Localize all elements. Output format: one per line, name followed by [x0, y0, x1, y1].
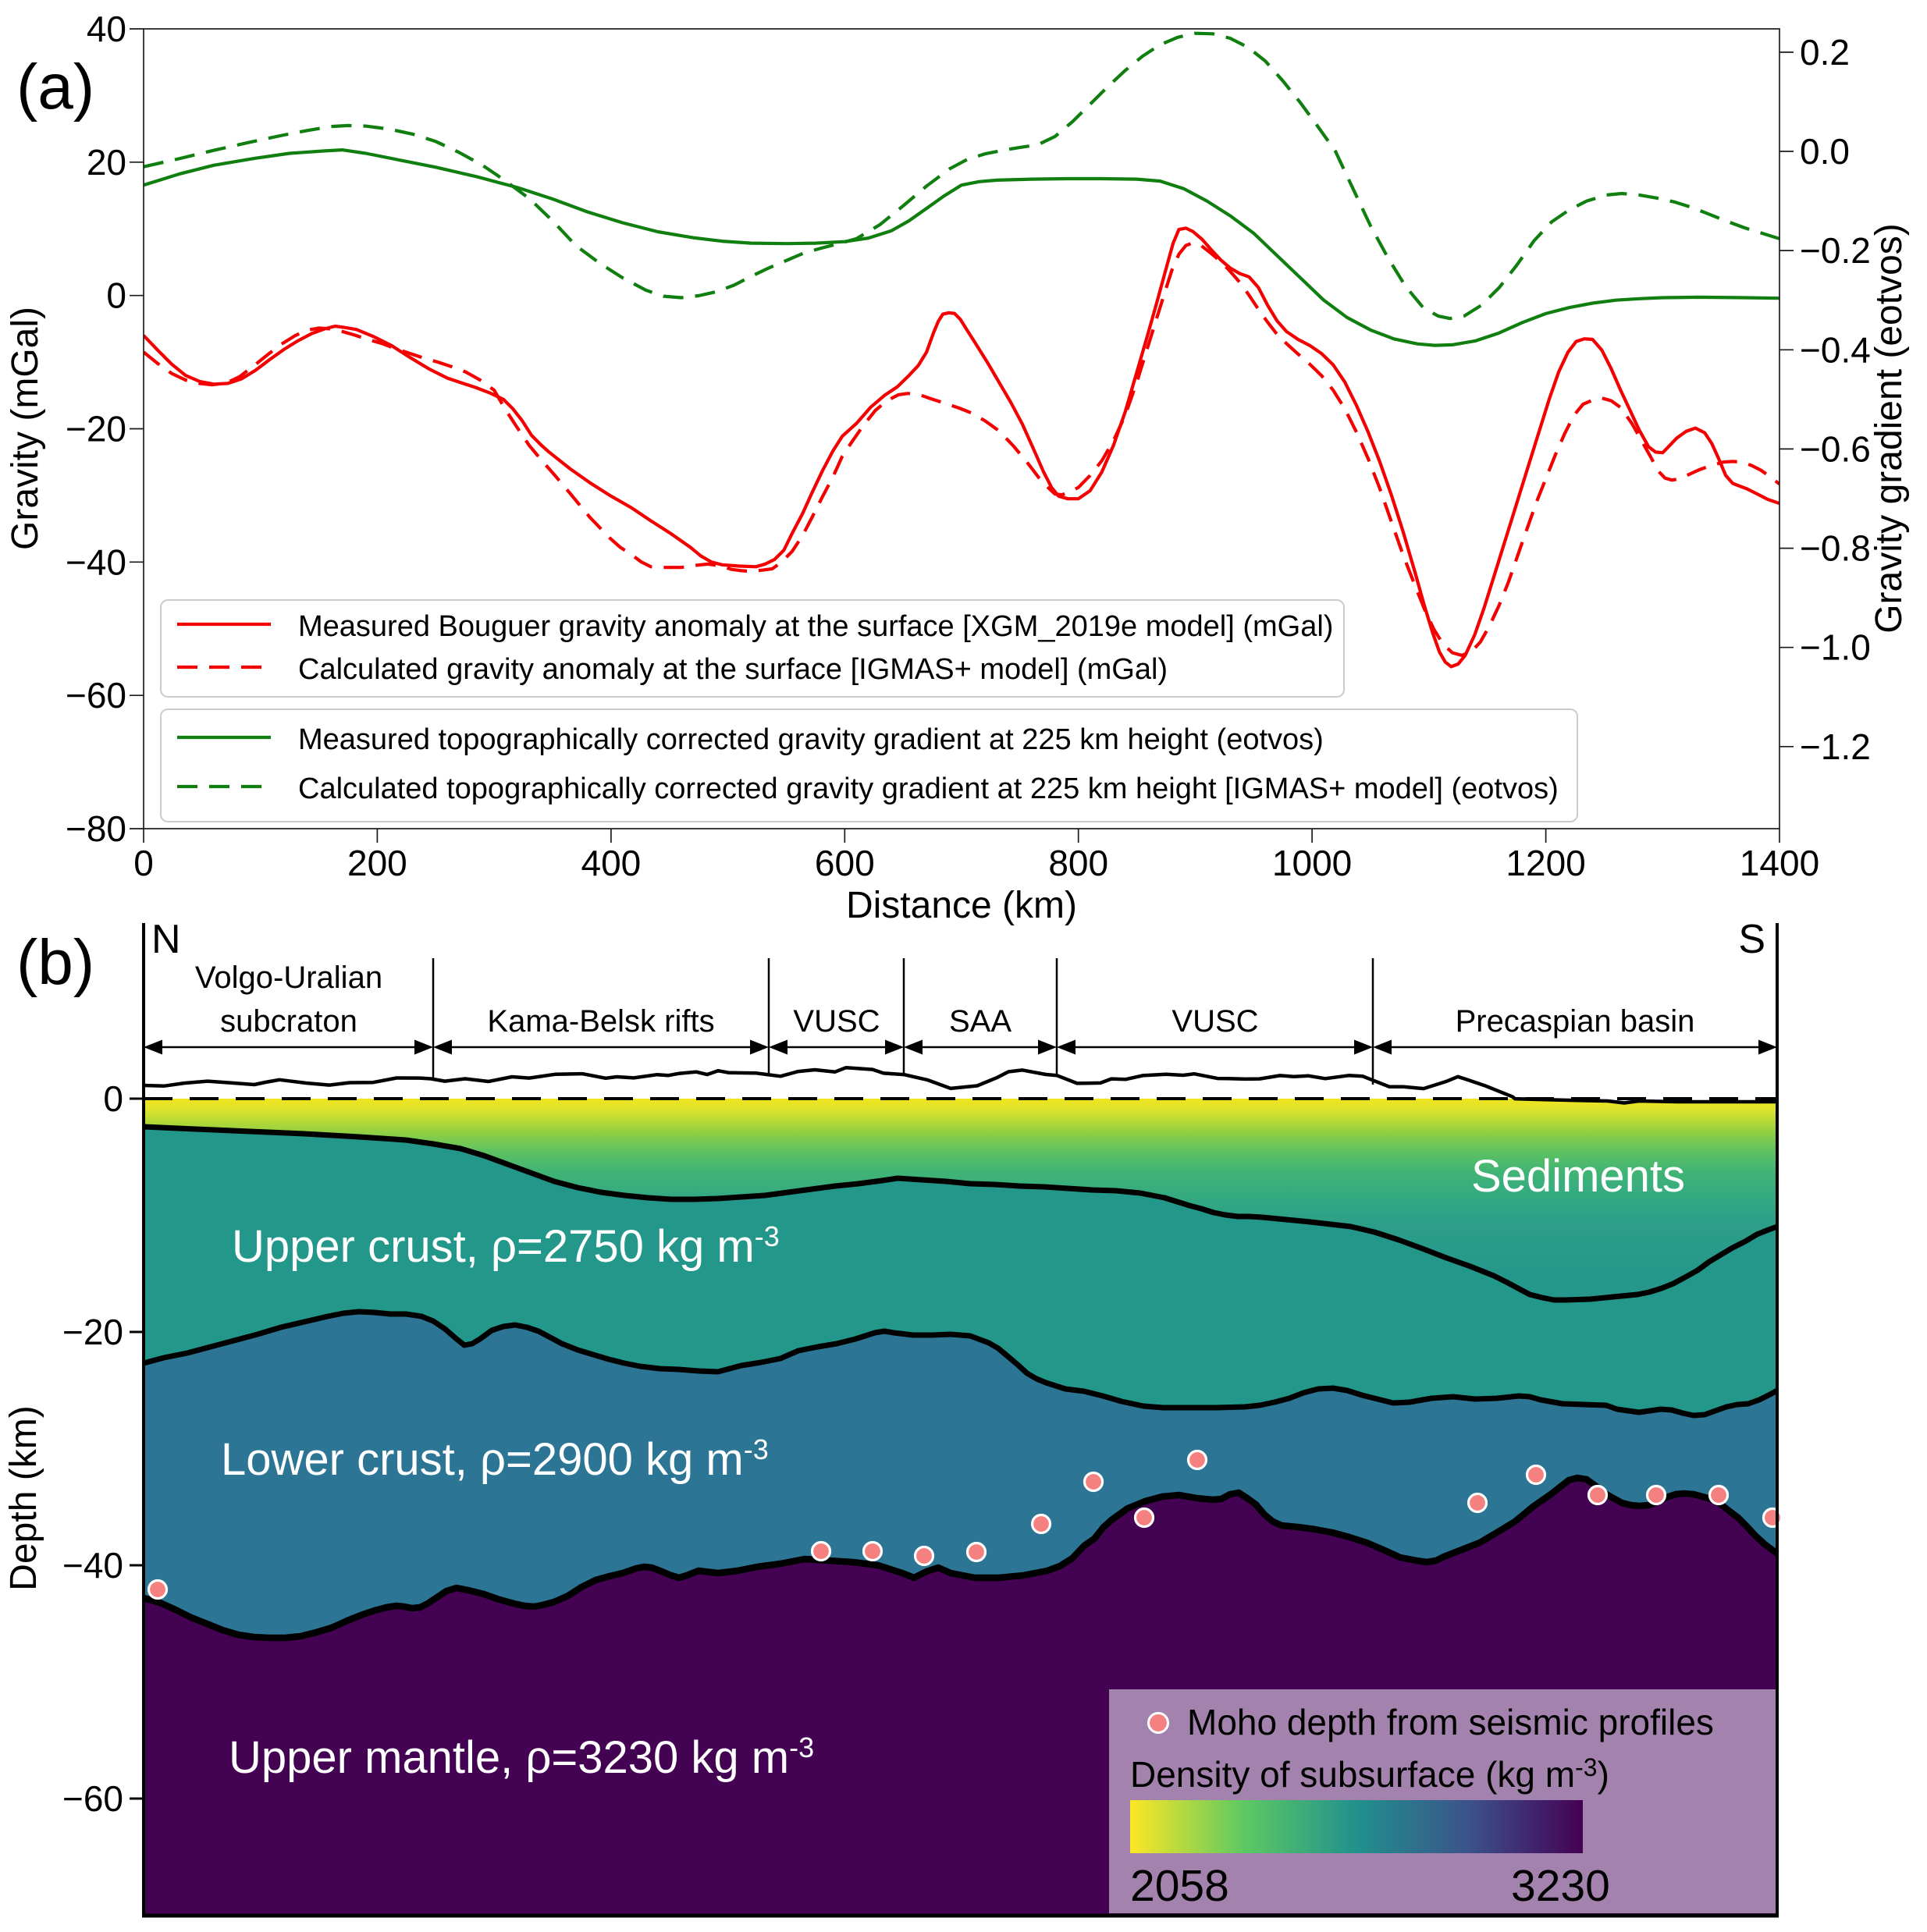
svg-text:Gravity (mGal): Gravity (mGal) — [5, 307, 46, 550]
svg-text:2058: 2058 — [1130, 1861, 1229, 1911]
svg-text:Gravity gradient (eotvos): Gravity gradient (eotvos) — [1868, 223, 1910, 634]
svg-text:(b): (b) — [16, 927, 94, 998]
svg-text:3230: 3230 — [1511, 1861, 1610, 1911]
svg-text:−80: −80 — [66, 808, 126, 849]
svg-text:SAA: SAA — [949, 1004, 1011, 1039]
svg-text:N: N — [151, 917, 181, 962]
svg-text:1000: 1000 — [1272, 843, 1352, 883]
svg-text:subcraton: subcraton — [220, 1004, 357, 1039]
svg-text:S: S — [1738, 917, 1765, 962]
svg-text:Upper crust, ρ=2750 kg m-3: Upper crust, ρ=2750 kg m-3 — [232, 1220, 780, 1272]
svg-text:Distance (km): Distance (km) — [846, 885, 1077, 926]
svg-text:0: 0 — [133, 843, 154, 883]
svg-text:Volgo-Uralian: Volgo-Uralian — [195, 961, 382, 995]
svg-text:−0.2: −0.2 — [1800, 230, 1871, 271]
svg-text:−60: −60 — [66, 675, 126, 716]
svg-text:Measured topographically corre: Measured topographically corrected gravi… — [298, 723, 1324, 756]
svg-text:600: 600 — [815, 843, 875, 883]
svg-text:−20: −20 — [62, 1312, 123, 1352]
svg-text:Depth (km): Depth (km) — [3, 1405, 44, 1590]
svg-text:−0.8: −0.8 — [1800, 528, 1871, 569]
svg-text:Upper mantle, ρ=3230 kg m-3: Upper mantle, ρ=3230 kg m-3 — [229, 1731, 814, 1783]
svg-text:−20: −20 — [66, 409, 126, 449]
svg-text:Measured Bouguer gravity anoma: Measured Bouguer gravity anomaly at the … — [298, 610, 1333, 643]
svg-text:Density of subsurface (kg m-3): Density of subsurface (kg m-3) — [1130, 1753, 1609, 1795]
svg-text:(a): (a) — [16, 51, 94, 123]
svg-text:800: 800 — [1048, 843, 1108, 883]
svg-text:0.0: 0.0 — [1800, 131, 1850, 172]
svg-text:Kama-Belsk rifts: Kama-Belsk rifts — [487, 1004, 714, 1039]
svg-text:−40: −40 — [62, 1545, 123, 1586]
svg-text:1200: 1200 — [1506, 843, 1585, 883]
svg-text:Moho depth from seismic profil: Moho depth from seismic profiles — [1187, 1702, 1714, 1742]
svg-text:400: 400 — [581, 843, 642, 883]
svg-text:−0.6: −0.6 — [1800, 428, 1871, 469]
svg-text:0.2: 0.2 — [1800, 32, 1850, 73]
svg-text:Calculated gravity anomaly at: Calculated gravity anomaly at the surfac… — [298, 653, 1168, 686]
svg-text:VUSC: VUSC — [793, 1004, 880, 1039]
svg-text:Precaspian basin: Precaspian basin — [1456, 1004, 1695, 1039]
svg-text:0: 0 — [106, 275, 126, 316]
svg-text:Calculated topographically cor: Calculated topographically corrected gra… — [298, 772, 1559, 805]
svg-text:−1.0: −1.0 — [1800, 627, 1871, 668]
svg-text:20: 20 — [87, 142, 126, 183]
svg-text:−60: −60 — [62, 1778, 123, 1819]
svg-text:Lower crust, ρ=2900 kg m-3: Lower crust, ρ=2900 kg m-3 — [221, 1433, 769, 1485]
svg-text:0: 0 — [103, 1078, 123, 1119]
svg-text:40: 40 — [87, 9, 126, 49]
svg-text:Sediments: Sediments — [1471, 1151, 1685, 1202]
svg-text:200: 200 — [347, 843, 407, 883]
svg-text:−1.2: −1.2 — [1800, 726, 1871, 767]
svg-text:−40: −40 — [66, 542, 126, 582]
svg-text:VUSC: VUSC — [1171, 1004, 1258, 1039]
svg-text:1400: 1400 — [1740, 843, 1819, 883]
svg-text:−0.4: −0.4 — [1800, 329, 1871, 370]
